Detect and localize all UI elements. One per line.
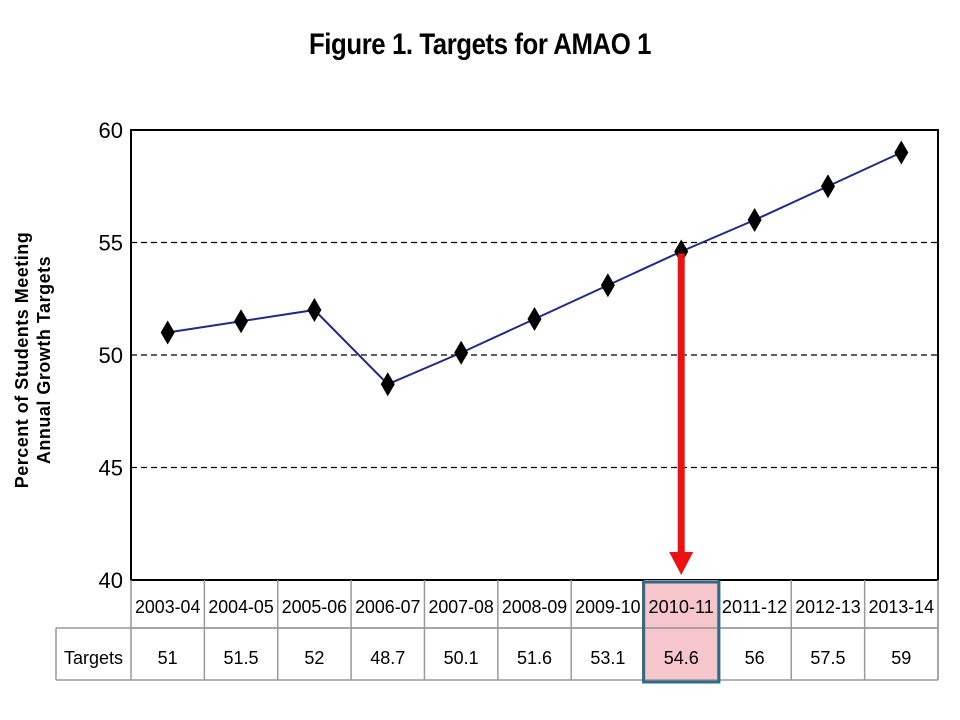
highlight-cell-fill [644,580,718,680]
y-tick-label: 50 [99,343,123,368]
data-point [894,140,909,165]
data-point [380,372,395,397]
table-value-cell: 51.6 [517,648,552,668]
table-value-cell: 54.6 [664,648,699,668]
data-point [527,307,542,331]
table-value-cell: 56 [745,648,765,668]
table-value-cell: 59 [891,648,911,668]
series-line [167,151,902,386]
x-category-label: 2006-07 [355,597,420,617]
chart-title: Figure 1. Targets for AMAO 1 [308,28,652,61]
table-value-cell: 57.5 [810,648,845,668]
data-point [234,309,249,334]
x-category-label: 2011-12 [722,597,787,617]
table-value-cell: 51 [158,648,178,668]
x-category-label: 2008-09 [502,597,567,617]
table-value-cell: 51.5 [224,648,259,668]
x-category-label: 2007-08 [428,597,493,617]
x-category-label: 2010-11 [649,597,714,617]
table-value-cell: 48.7 [370,648,405,668]
highlight-cell-border [642,580,721,684]
y-tick-label: 60 [99,118,123,143]
table-value-cell: 53.1 [590,648,625,668]
data-point [820,174,835,199]
x-category-label: 2012-13 [795,597,860,617]
x-category-label: 2004-05 [208,597,273,617]
x-category-label: 2005-06 [282,597,347,617]
table-row-label: Targets [64,648,123,668]
data-point [454,340,469,365]
y-tick-label: 55 [99,231,123,256]
data-point [307,298,322,322]
table-value-cell: 50.1 [444,648,479,668]
table-value-cell: 52 [304,648,324,668]
x-category-label: 2003-04 [135,597,200,617]
highlight-arrow-head [669,552,694,575]
x-category-label: 2009-10 [575,597,640,617]
y-tick-label: 40 [99,568,123,593]
data-point [747,208,762,232]
data-point [160,320,175,345]
data-point [600,273,615,298]
x-category-label: 2013-14 [869,597,934,617]
y-tick-label: 45 [99,456,123,481]
